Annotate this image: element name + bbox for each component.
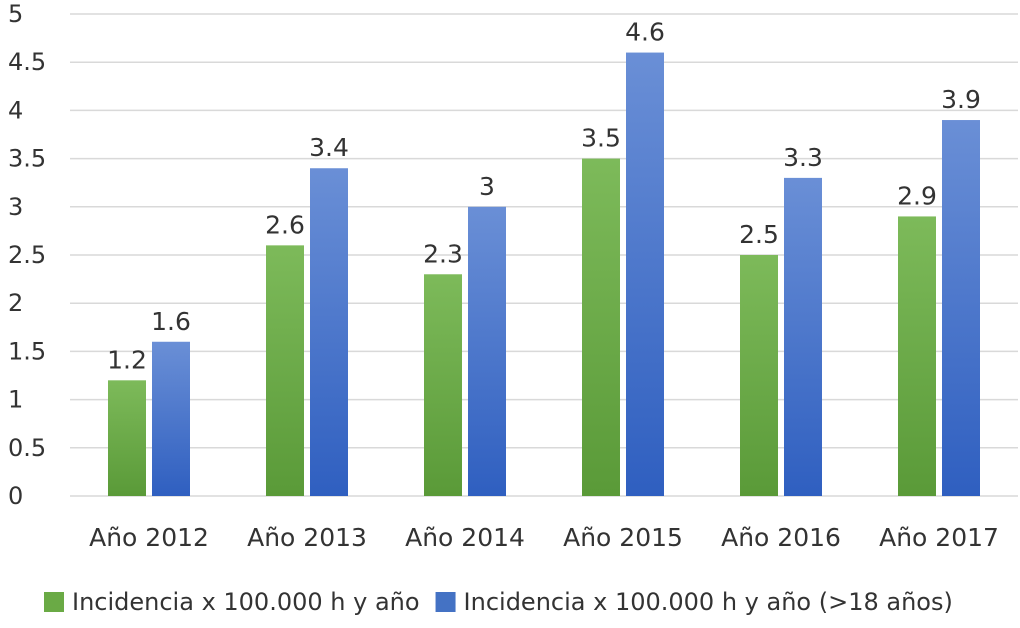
data-labels: 1.21.6 2.6 3.4 2.3 3 3.5 4.6 2.5 3.3 2.9 3.9 [107,18,981,375]
bar [582,158,620,496]
bar [152,341,190,496]
legend: Incidencia x 100.000 h y año Incidencia x… [44,588,953,616]
data-label: 2.6 [265,210,305,239]
y-tick-label: 4 [8,96,23,124]
x-category-label: Año 2012 [89,523,209,552]
gridlines [70,13,1018,497]
bar [108,380,146,496]
bar [310,168,348,497]
bar [468,206,506,497]
y-tick-label: 1.5 [8,337,46,365]
data-label: 2.9 [897,181,937,210]
x-category-label: Año 2013 [247,523,367,552]
y-tick-label: 4.5 [8,48,46,76]
bar [626,52,664,497]
bars [108,52,980,497]
bar [266,245,304,496]
data-label: 4.6 [625,18,665,47]
x-category-label: Año 2014 [405,523,525,552]
data-label: 2.3 [423,239,463,268]
bar [740,255,778,496]
y-tick-label: 0 [8,482,23,510]
bar [424,274,462,496]
legend-label: Incidencia x 100.000 h y año [72,588,420,616]
data-label: 3.4 [309,133,349,162]
data-label: 2.5 [739,220,779,249]
y-tick-label: 2.5 [8,241,46,269]
data-label: 3 [479,172,495,201]
bar [942,120,980,496]
data-label: 3.9 [941,85,981,114]
y-tick-label: 3.5 [8,145,46,173]
legend-swatch [435,592,456,612]
y-tick-label: 2 [8,289,23,317]
x-axis-categories: Año 2012 Año 2013 Año 2014 Año 2015 Año 2016… [89,523,999,552]
legend-label: Incidencia x 100.000 h y año (>18 años) [464,588,953,616]
legend-swatch [44,592,64,612]
data-label: 1.2 [107,345,147,374]
y-tick-label: 1 [8,386,23,414]
data-label: 3.5 [581,124,621,153]
y-tick-label: 0.5 [8,434,46,462]
bar [784,177,822,496]
x-category-label: Año 2017 [879,523,999,552]
y-tick-label: 3 [8,193,23,221]
data-label: 3.3 [783,143,823,172]
y-axis-ticks: 0 0.5 1 1.5 2 2.5 3 3.5 4 4.5 5 [8,0,46,510]
y-tick-label: 5 [8,0,23,28]
x-category-label: Año 2016 [721,523,841,552]
bar [898,216,936,496]
data-label: 1.6 [151,307,191,336]
x-category-label: Año 2015 [563,523,683,552]
